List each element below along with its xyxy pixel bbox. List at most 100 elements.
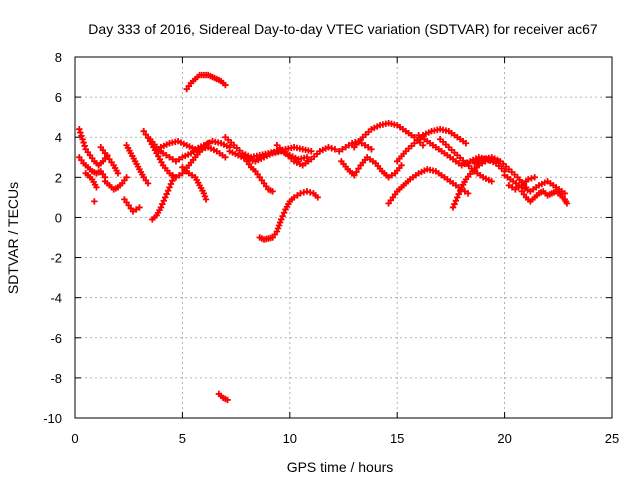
data-point — [297, 190, 304, 197]
data-points — [76, 71, 571, 404]
data-point — [353, 168, 360, 176]
y-tick-label: -10 — [43, 411, 62, 426]
data-point — [464, 190, 472, 197]
data-point — [222, 81, 229, 89]
x-tick-label: 0 — [71, 431, 78, 446]
data-point — [77, 129, 84, 136]
plot-frame — [74, 56, 613, 419]
data-point — [79, 136, 86, 143]
y-tick-label: 4 — [55, 130, 62, 145]
data-point — [365, 144, 372, 151]
track-arc-22 — [338, 154, 405, 181]
track-arc-21 — [336, 138, 375, 155]
data-point — [307, 189, 314, 196]
data-point — [166, 184, 173, 191]
data-point — [515, 184, 522, 191]
x-tick-label: 20 — [497, 431, 511, 446]
data-point — [163, 190, 170, 198]
data-point — [166, 170, 173, 177]
y-tick-label: 2 — [55, 170, 62, 185]
track-arc-23 — [351, 119, 427, 151]
data-point — [328, 145, 335, 152]
track-arc-06 — [101, 174, 130, 193]
track-arc-14 — [183, 71, 229, 93]
data-point — [142, 131, 150, 138]
data-point — [351, 172, 358, 179]
y-tick-label: 8 — [55, 50, 62, 65]
data-point — [361, 142, 369, 149]
data-point — [280, 209, 288, 216]
data-point — [505, 182, 513, 189]
data-point — [531, 174, 538, 181]
data-point — [348, 140, 356, 147]
data-point — [525, 176, 532, 183]
data-point — [358, 140, 365, 147]
track-arc-04 — [91, 198, 98, 205]
track-arc-24 — [385, 166, 472, 207]
data-point — [454, 194, 461, 201]
data-point — [294, 192, 301, 199]
data-point — [457, 187, 464, 194]
chart-title: Day 333 of 2016, Sidereal Day-to-day VTE… — [88, 21, 598, 37]
data-point — [133, 206, 140, 213]
data-point — [462, 140, 470, 147]
track-arc-12 — [157, 138, 233, 153]
data-point — [159, 150, 167, 157]
data-point — [78, 132, 85, 140]
data-point — [76, 126, 83, 133]
data-point — [528, 175, 535, 182]
y-tick-label: 6 — [55, 90, 62, 105]
data-point — [303, 154, 311, 161]
data-point — [300, 189, 307, 196]
track-arc-19 — [256, 188, 321, 243]
track-arc-15 — [215, 390, 231, 404]
track-arc-02 — [76, 154, 109, 181]
track-arc-03 — [82, 170, 100, 191]
track-arc-27 — [436, 136, 495, 185]
data-point — [278, 216, 285, 223]
data-point — [331, 146, 339, 153]
data-point — [169, 156, 176, 163]
track-arc-07 — [121, 196, 143, 215]
data-point — [136, 204, 143, 211]
y-tick-label: -2 — [50, 251, 62, 266]
data-point — [185, 170, 193, 177]
track-arc-20 — [273, 142, 339, 169]
data-point — [279, 212, 286, 220]
track-arc-18 — [243, 158, 276, 195]
data-point — [167, 180, 175, 188]
data-point — [342, 144, 349, 151]
data-point — [419, 142, 427, 149]
data-point — [202, 196, 210, 203]
data-point — [455, 190, 462, 198]
data-point — [93, 184, 100, 191]
data-point — [290, 194, 298, 201]
data-point — [336, 148, 343, 155]
data-point — [388, 172, 396, 179]
data-point — [508, 184, 516, 191]
track-arc-32 — [505, 174, 538, 193]
x-tick-label: 15 — [390, 431, 404, 446]
track-arc-13 — [179, 164, 210, 203]
data-point — [144, 180, 152, 187]
data-point — [123, 174, 130, 181]
data-point — [561, 190, 568, 197]
y-axis-label: SDTVAR / TECUs — [5, 182, 21, 294]
data-point — [224, 396, 231, 404]
data-point — [157, 204, 165, 211]
data-point — [345, 142, 353, 149]
data-point — [512, 186, 519, 193]
data-point — [449, 204, 457, 211]
track-arc-09 — [140, 128, 212, 181]
data-point — [172, 158, 180, 165]
grid-lines — [75, 57, 612, 418]
track-arc-05 — [97, 144, 122, 177]
data-point — [175, 172, 183, 179]
data-point — [188, 172, 196, 179]
y-tick-label: 0 — [55, 210, 62, 225]
x-tick-label: 10 — [283, 431, 297, 446]
data-point — [129, 208, 137, 215]
data-point — [488, 178, 495, 185]
data-point — [314, 194, 321, 201]
